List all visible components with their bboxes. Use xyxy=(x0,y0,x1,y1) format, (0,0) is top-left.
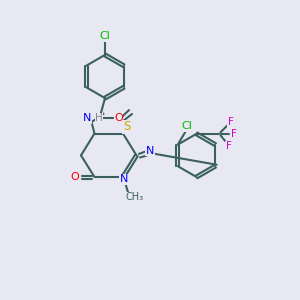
Text: N: N xyxy=(83,113,91,123)
Text: CH₃: CH₃ xyxy=(125,192,143,202)
Text: H: H xyxy=(95,113,103,123)
Text: N: N xyxy=(119,174,128,184)
Text: Cl: Cl xyxy=(182,121,192,131)
Text: O: O xyxy=(114,113,123,123)
Text: O: O xyxy=(70,172,79,182)
Text: F: F xyxy=(231,129,237,139)
Text: F: F xyxy=(226,141,232,152)
Text: S: S xyxy=(123,120,130,134)
Text: F: F xyxy=(228,117,234,128)
Text: Cl: Cl xyxy=(100,31,110,41)
Text: N: N xyxy=(146,146,154,156)
